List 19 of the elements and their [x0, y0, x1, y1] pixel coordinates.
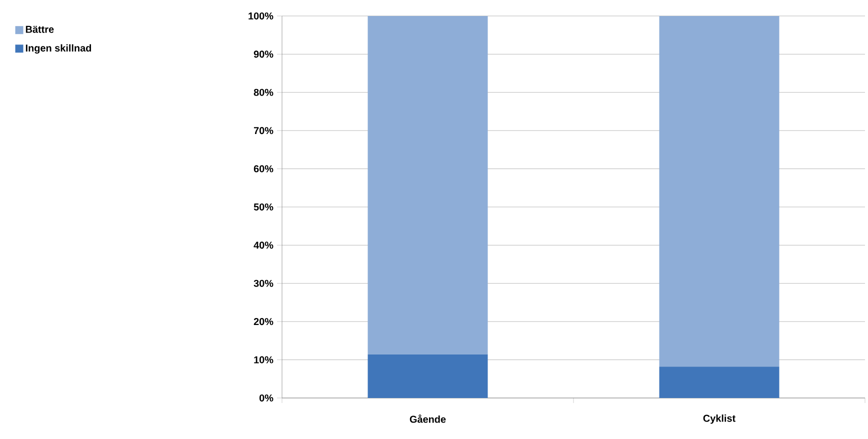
y-tick-label: 0%	[259, 394, 274, 402]
y-tick-label: 20%	[254, 318, 274, 326]
legend-label: Bättre	[26, 26, 54, 33]
y-tick-label: 40%	[254, 242, 274, 249]
legend-label: Ingen skillnad	[26, 44, 92, 54]
y-tick-label: 80%	[254, 88, 274, 96]
y-tick-label: 10%	[254, 356, 274, 364]
y-tick-label: 90%	[254, 50, 274, 58]
x-tick-label: Cyklist	[703, 414, 736, 424]
bar	[659, 366, 780, 398]
bar	[368, 16, 488, 354]
bar	[368, 354, 488, 398]
bar	[659, 16, 780, 367]
y-tick-label: 100%	[248, 12, 274, 20]
y-tick-label: 30%	[254, 280, 274, 287]
y-tick-label: 50%	[254, 203, 274, 211]
y-tick-label: 70%	[254, 127, 274, 134]
x-tick-label: Gående	[410, 414, 446, 423]
y-tick-label: 60%	[254, 165, 274, 172]
